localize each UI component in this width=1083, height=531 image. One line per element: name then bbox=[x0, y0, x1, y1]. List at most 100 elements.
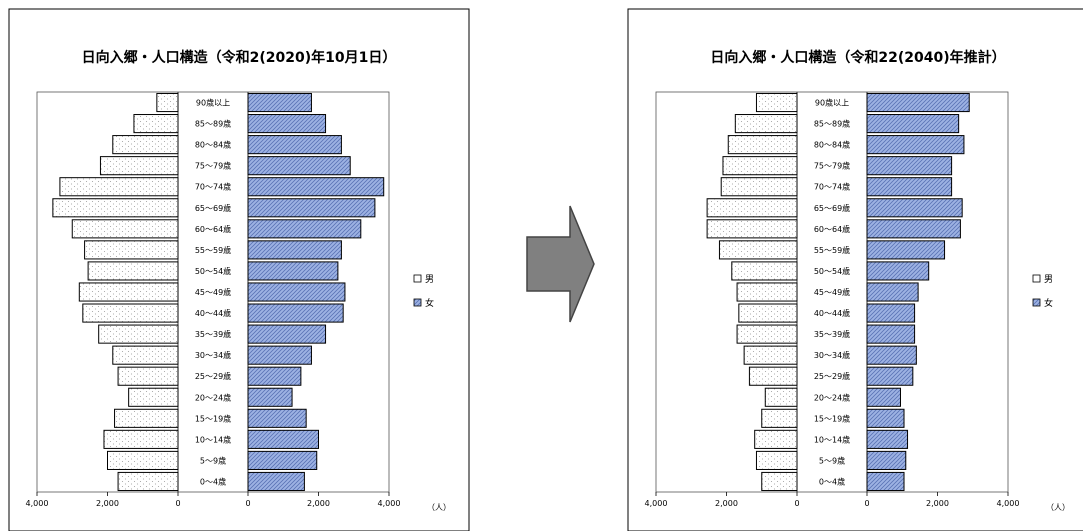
female-bar bbox=[247, 408, 307, 428]
x-tick-label: 0 bbox=[175, 499, 180, 508]
male-bar bbox=[755, 92, 798, 113]
female-bar bbox=[247, 471, 305, 492]
female-bar bbox=[247, 303, 344, 323]
male-bar bbox=[117, 471, 179, 492]
right-arrow-icon bbox=[526, 205, 596, 327]
male-bar bbox=[761, 408, 798, 428]
female-bar bbox=[247, 450, 318, 470]
legend-female-label: 女 bbox=[1044, 297, 1053, 309]
x-tick-label: 4,000 bbox=[997, 499, 1020, 508]
female-bar bbox=[247, 429, 319, 449]
legend-female-swatch bbox=[413, 298, 422, 307]
male-bar bbox=[761, 471, 798, 492]
age-category-label: 60～64歳 bbox=[814, 224, 850, 234]
legend-male-label: 男 bbox=[425, 274, 434, 285]
legend-male-label: 男 bbox=[1044, 274, 1053, 285]
male-bar bbox=[718, 240, 798, 260]
age-category-label: 30～34歳 bbox=[195, 350, 231, 360]
male-bar bbox=[731, 261, 798, 281]
age-category-label: 80～84歳 bbox=[195, 140, 231, 150]
x-tick-label: 4,000 bbox=[645, 499, 668, 508]
population-pyramid-2040: 日向入郷・人口構造（令和22(2040)年推計） 0～4歳 5～9歳 10～14歳 15… bbox=[627, 8, 1083, 531]
female-bar bbox=[866, 219, 961, 239]
male-bar bbox=[82, 303, 179, 323]
age-category-label: 10～14歳 bbox=[814, 434, 850, 444]
age-category-label: 70～74歳 bbox=[195, 182, 231, 192]
chart-title: 日向入郷・人口構造（令和22(2040)年推計） bbox=[710, 49, 1005, 66]
male-bar bbox=[112, 135, 179, 155]
legend-male-swatch bbox=[413, 274, 422, 283]
age-category-label: 20～24歳 bbox=[814, 392, 850, 402]
age-category-label: 35～39歳 bbox=[195, 329, 231, 339]
female-bar bbox=[247, 282, 346, 302]
age-category-label: 50～54歳 bbox=[195, 266, 231, 276]
female-bar bbox=[866, 387, 901, 407]
age-category-label: 40～44歳 bbox=[195, 308, 231, 318]
age-category-label: 85～89歳 bbox=[814, 119, 850, 129]
male-bar bbox=[736, 324, 798, 344]
age-category-label: 15～19歳 bbox=[814, 413, 850, 423]
age-category-label: 40～44歳 bbox=[814, 308, 850, 318]
age-category-label: 65～69歳 bbox=[814, 203, 850, 213]
age-category-label: 0～4歳 bbox=[200, 476, 226, 486]
female-bar bbox=[866, 429, 909, 449]
x-tick-label: 2,000 bbox=[307, 499, 330, 508]
male-bar bbox=[114, 408, 179, 428]
male-bar bbox=[748, 366, 798, 386]
female-bar bbox=[247, 114, 327, 134]
male-bar bbox=[720, 177, 798, 197]
female-bar bbox=[866, 261, 930, 281]
female-bar bbox=[247, 198, 376, 218]
age-category-label: 5～9歳 bbox=[819, 455, 845, 465]
plot-area bbox=[655, 91, 1009, 493]
legend-female-label: 女 bbox=[425, 297, 434, 309]
x-tick-label: 2,000 bbox=[926, 499, 949, 508]
male-bar bbox=[133, 114, 179, 134]
female-bar bbox=[866, 282, 919, 302]
pyramid-panel-2020: 日向入郷・人口構造（令和2(2020)年10月1日） 0～4歳 5～9歳 10～14歳… bbox=[7, 0, 471, 531]
x-tick-label: 0 bbox=[864, 499, 869, 508]
age-category-label: 90歳以上 bbox=[815, 98, 849, 108]
population-pyramid-2020: 日向入郷・人口構造（令和2(2020)年10月1日） 0～4歳 5～9歳 10～14歳… bbox=[8, 8, 470, 531]
female-bar bbox=[866, 156, 953, 176]
age-category-label: 20～24歳 bbox=[195, 392, 231, 402]
female-bar bbox=[866, 471, 905, 492]
male-bar bbox=[99, 156, 179, 176]
female-bar bbox=[247, 156, 351, 176]
female-bar bbox=[866, 408, 905, 428]
male-bar bbox=[722, 156, 798, 176]
age-category-label: 10～14歳 bbox=[195, 434, 231, 444]
female-bar bbox=[247, 387, 293, 407]
male-bar bbox=[117, 366, 179, 386]
age-category-label: 30～34歳 bbox=[814, 350, 850, 360]
female-bar bbox=[866, 114, 960, 134]
female-bar bbox=[866, 240, 946, 260]
age-category-label: 70～74歳 bbox=[814, 182, 850, 192]
age-category-label: 25～29歳 bbox=[814, 371, 850, 381]
x-tick-label: 4,000 bbox=[26, 499, 49, 508]
male-bar bbox=[98, 324, 179, 344]
female-bar bbox=[247, 219, 362, 239]
female-bar bbox=[247, 240, 342, 260]
female-bar bbox=[247, 261, 339, 281]
male-bar bbox=[755, 450, 798, 470]
male-bar bbox=[738, 303, 798, 323]
female-bar bbox=[866, 450, 907, 470]
male-bar bbox=[71, 219, 179, 239]
x-tick-label: 0 bbox=[245, 499, 250, 508]
male-bar bbox=[727, 135, 798, 155]
age-category-label: 55～59歳 bbox=[814, 245, 850, 255]
female-bar bbox=[866, 198, 963, 218]
male-bar bbox=[78, 282, 179, 302]
age-category-label: 75～79歳 bbox=[195, 161, 231, 171]
male-bar bbox=[107, 450, 179, 470]
female-bar bbox=[866, 345, 917, 365]
female-bar bbox=[866, 366, 914, 386]
male-bar bbox=[706, 198, 798, 218]
unit-label: （人） bbox=[427, 503, 451, 512]
chart-title: 日向入郷・人口構造（令和2(2020)年10月1日） bbox=[82, 49, 397, 66]
male-bar bbox=[52, 198, 179, 218]
female-bar bbox=[247, 135, 342, 155]
age-category-label: 45～49歳 bbox=[195, 287, 231, 297]
chart-frame bbox=[627, 8, 1083, 531]
